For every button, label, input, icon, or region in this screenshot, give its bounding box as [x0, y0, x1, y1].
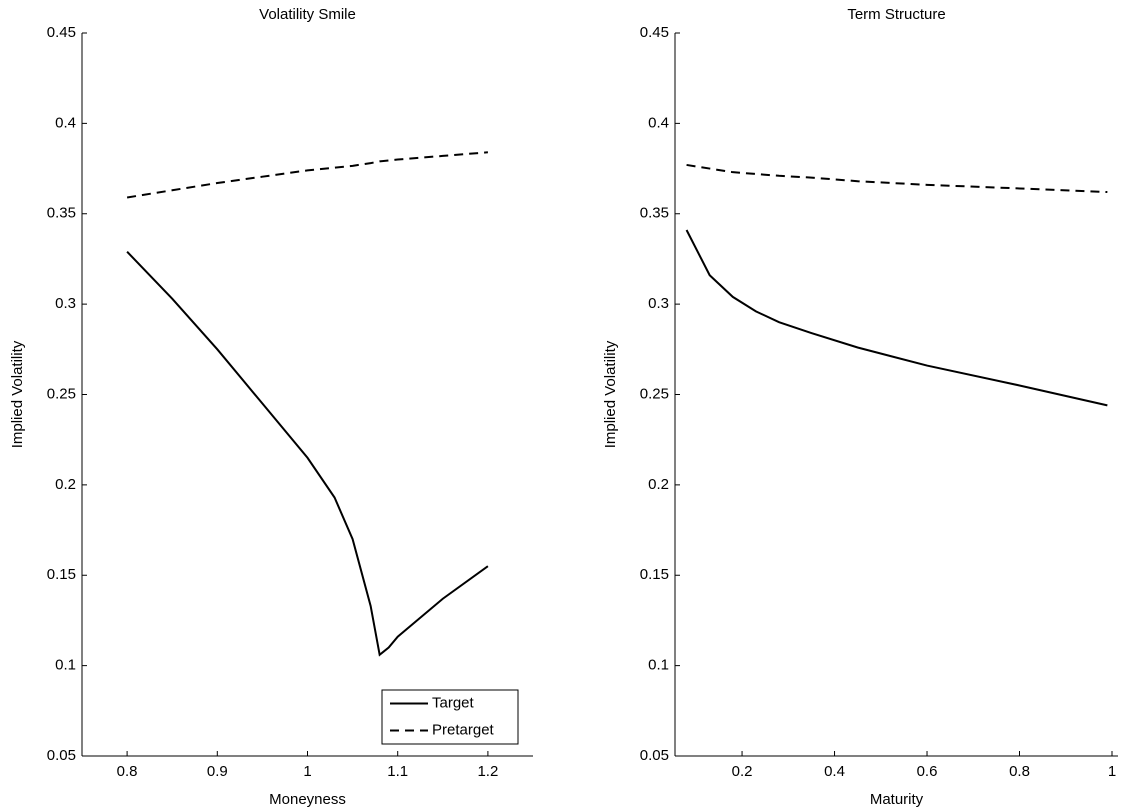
- x-tick-label: 1: [1108, 763, 1116, 780]
- series-line: [126, 251, 489, 657]
- x-tick-label: 1.2: [477, 763, 498, 780]
- series-line: [686, 163, 1108, 194]
- y-tick-label: 0.15: [640, 566, 669, 583]
- series-line: [126, 151, 488, 199]
- x-axis-label: Maturity: [870, 791, 924, 808]
- y-tick-label: 0.4: [55, 114, 76, 131]
- legend-label: Pretarget: [432, 721, 495, 738]
- y-tick-label: 0.15: [47, 566, 76, 583]
- x-tick-label: 0.8: [1009, 763, 1030, 780]
- x-tick-label: 0.2: [732, 763, 753, 780]
- y-tick-label: 0.3: [648, 295, 669, 312]
- y-tick-label: 0.1: [648, 657, 669, 674]
- y-tick-label: 0.25: [47, 385, 76, 402]
- y-axis-label: Implied Volatility: [9, 340, 26, 448]
- y-tick-label: 0.2: [648, 476, 669, 493]
- x-tick-label: 0.4: [824, 763, 845, 780]
- y-tick-label: 0.45: [640, 24, 669, 41]
- y-tick-label: 0.2: [55, 476, 76, 493]
- x-tick-label: 0.6: [917, 763, 938, 780]
- y-tick-label: 0.35: [640, 205, 669, 222]
- y-axis-label: Implied Volatility: [602, 340, 619, 448]
- legend-label: Target: [432, 694, 475, 711]
- x-tick-label: 1: [303, 763, 311, 780]
- series-line: [685, 229, 1108, 407]
- y-tick-label: 0.4: [648, 114, 669, 131]
- x-axis-label: Moneyness: [269, 791, 346, 808]
- y-tick-label: 0.05: [47, 747, 76, 764]
- chart-title: Volatility Smile: [259, 6, 356, 23]
- chart-title: Term Structure: [847, 6, 945, 23]
- x-tick-label: 0.8: [117, 763, 138, 780]
- y-tick-label: 0.1: [55, 657, 76, 674]
- y-tick-label: 0.3: [55, 295, 76, 312]
- legend-box: [381, 689, 519, 745]
- y-tick-label: 0.25: [640, 385, 669, 402]
- y-tick-label: 0.45: [47, 24, 76, 41]
- y-tick-label: 0.05: [640, 747, 669, 764]
- y-tick-label: 0.35: [47, 205, 76, 222]
- x-tick-label: 0.9: [207, 763, 228, 780]
- x-tick-label: 1.1: [387, 763, 408, 780]
